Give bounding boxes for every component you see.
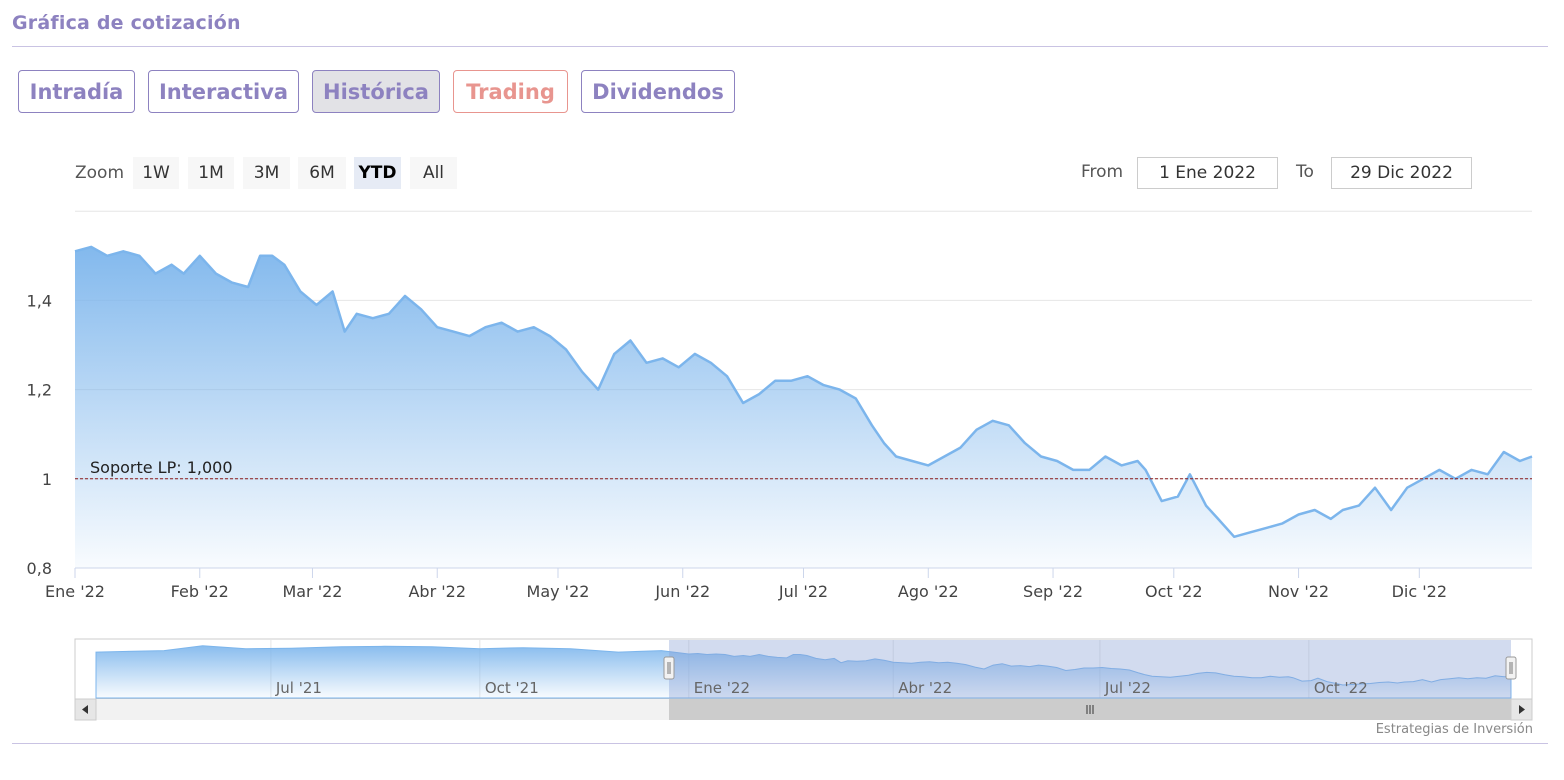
support-label: Soporte LP: 1,000 (90, 458, 233, 477)
tab-interactiva[interactable]: Interactiva (148, 70, 299, 113)
navigator-handle-left[interactable] (663, 656, 675, 680)
price-line (74, 245, 1533, 539)
x-tick-label: Abr '22 (408, 582, 466, 601)
y-tick-label: 1,2 (27, 381, 52, 400)
credit-label: Estrategias de Inversión (1375, 722, 1533, 737)
scroll-left-arrow-icon[interactable] (74, 698, 97, 721)
scrollbar-grip-icon (1086, 705, 1094, 714)
navigator-tick-label: Ene '22 (694, 679, 750, 697)
navigator-handle-right[interactable] (1505, 656, 1517, 680)
to-date-input[interactable]: 29 Dic 2022 (1331, 157, 1472, 189)
zoom-6m-button[interactable]: 6M (298, 157, 346, 189)
navigator[interactable] (74, 638, 1533, 700)
zoom-3m-button[interactable]: 3M (243, 157, 290, 189)
navigator-selection[interactable] (669, 640, 1511, 698)
x-tick-label: Jul '22 (778, 582, 828, 601)
x-tick-label: Ene '22 (45, 582, 105, 601)
tab-historica[interactable]: Histórica (312, 70, 440, 113)
x-tick-label: Feb '22 (171, 582, 229, 601)
zoom-ytd-button[interactable]: YTD (354, 157, 401, 189)
zoom-1w-button[interactable]: 1W (133, 157, 179, 189)
tab-trading[interactable]: Trading (453, 70, 568, 113)
scroll-right-arrow-icon[interactable] (1510, 698, 1533, 721)
y-tick-label: 1,4 (27, 291, 52, 310)
price-area (75, 246, 1532, 568)
tab-intradia[interactable]: Intradía (18, 70, 135, 113)
navigator-tick-label: Jul '21 (275, 679, 322, 697)
tab-dividendos[interactable]: Dividendos (581, 70, 735, 113)
zoom-all-button[interactable]: All (410, 157, 457, 189)
from-date-input[interactable]: 1 Ene 2022 (1137, 157, 1278, 189)
x-tick-label: Nov '22 (1268, 582, 1329, 601)
x-tick-label: Dic '22 (1392, 582, 1447, 601)
x-tick-label: Ago '22 (898, 582, 959, 601)
zoom-label: Zoom (75, 163, 125, 183)
x-tick-label: Jun '22 (654, 582, 710, 601)
bottom-divider (12, 743, 1548, 744)
x-tick-label: May '22 (527, 582, 590, 601)
x-tick-label: Sep '22 (1023, 582, 1083, 601)
scrollbar-thumb[interactable] (669, 699, 1511, 720)
to-label: To (1296, 162, 1314, 182)
navigator-tick-label: Jul '22 (1104, 679, 1151, 697)
navigator-tick-label: Abr '22 (898, 679, 952, 697)
section-title: Gráfica de cotización (12, 12, 241, 34)
from-label: From (1081, 162, 1124, 182)
zoom-1m-button[interactable]: 1M (188, 157, 234, 189)
navigator-series (95, 645, 1512, 699)
navigator-tick-label: Oct '21 (485, 679, 539, 697)
y-tick-label: 1 (42, 470, 52, 489)
scrollbar-track[interactable] (75, 699, 1532, 720)
x-tick-label: Oct '22 (1145, 582, 1203, 601)
x-tick-label: Mar '22 (282, 582, 342, 601)
y-tick-label: 0,8 (27, 559, 52, 578)
section-divider (12, 46, 1548, 47)
navigator-tick-label: Oct '22 (1314, 679, 1368, 697)
